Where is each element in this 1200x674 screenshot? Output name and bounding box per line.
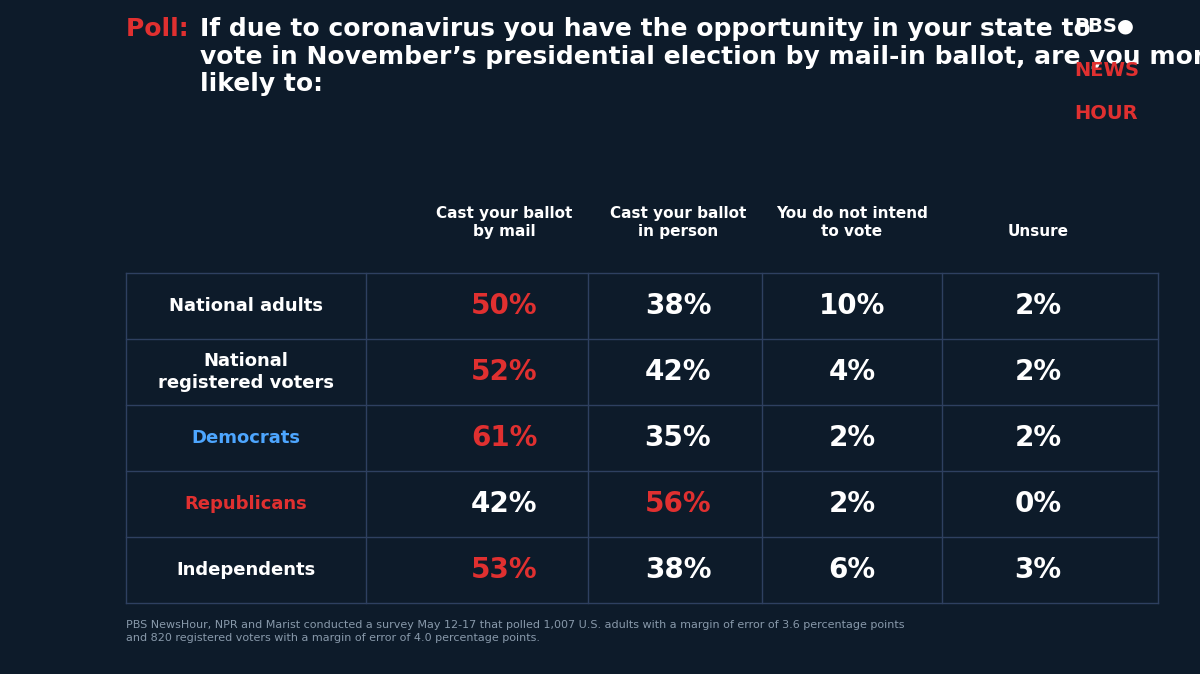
Text: National adults: National adults xyxy=(169,297,323,315)
Text: 3%: 3% xyxy=(1014,556,1062,584)
Text: You do not intend
to vote: You do not intend to vote xyxy=(776,206,928,239)
Text: HOUR: HOUR xyxy=(1074,104,1138,123)
Text: Independents: Independents xyxy=(176,561,316,579)
Text: Cast your ballot
in person: Cast your ballot in person xyxy=(610,206,746,239)
Text: 2%: 2% xyxy=(828,424,876,452)
Text: Unsure: Unsure xyxy=(1008,224,1068,239)
Text: 42%: 42% xyxy=(644,358,712,386)
Text: 61%: 61% xyxy=(470,424,538,452)
Text: 35%: 35% xyxy=(644,424,712,452)
Text: 42%: 42% xyxy=(470,490,538,518)
Text: 50%: 50% xyxy=(470,292,538,320)
Text: PBS●: PBS● xyxy=(1074,17,1134,36)
Text: 10%: 10% xyxy=(818,292,886,320)
Text: 2%: 2% xyxy=(1014,358,1062,386)
Text: 6%: 6% xyxy=(828,556,876,584)
Text: Poll:: Poll: xyxy=(126,17,206,41)
Text: NEWS: NEWS xyxy=(1074,61,1139,80)
Text: Democrats: Democrats xyxy=(192,429,300,447)
Text: 2%: 2% xyxy=(1014,292,1062,320)
Text: 56%: 56% xyxy=(644,490,712,518)
Text: 38%: 38% xyxy=(644,292,712,320)
Text: Cast your ballot
by mail: Cast your ballot by mail xyxy=(436,206,572,239)
Text: 2%: 2% xyxy=(1014,424,1062,452)
Text: 53%: 53% xyxy=(470,556,538,584)
Text: 0%: 0% xyxy=(1014,490,1062,518)
Text: Republicans: Republicans xyxy=(185,495,307,513)
Text: PBS NewsHour, NPR and Marist conducted a survey May 12-17 that polled 1,007 U.S.: PBS NewsHour, NPR and Marist conducted a… xyxy=(126,620,905,643)
Text: 38%: 38% xyxy=(644,556,712,584)
Text: 2%: 2% xyxy=(828,490,876,518)
Text: If due to coronavirus you have the opportunity in your state to
vote in November: If due to coronavirus you have the oppor… xyxy=(200,17,1200,96)
Text: 52%: 52% xyxy=(470,358,538,386)
Text: 4%: 4% xyxy=(828,358,876,386)
Text: National
registered voters: National registered voters xyxy=(158,352,334,392)
